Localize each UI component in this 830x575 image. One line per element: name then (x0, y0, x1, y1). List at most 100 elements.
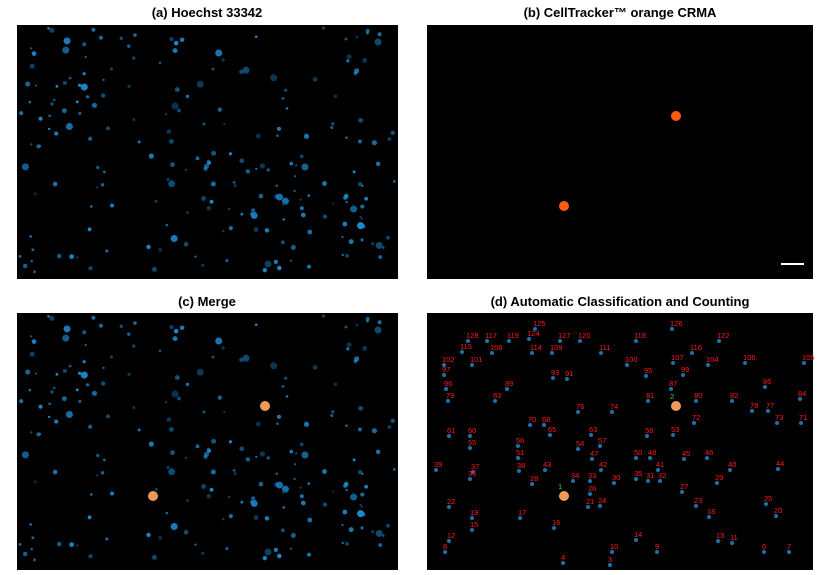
nucleus (206, 447, 211, 452)
cell-label: 23 (694, 496, 702, 505)
nucleus (186, 499, 189, 502)
nucleus (442, 363, 446, 367)
cell-label: 71 (799, 413, 807, 422)
cell-label: 119 (507, 331, 519, 340)
nucleus (599, 351, 603, 355)
nucleus (364, 196, 369, 201)
nucleus (48, 415, 51, 419)
nucleus (357, 510, 365, 518)
nucleus (239, 357, 244, 363)
nucleus (802, 361, 806, 365)
nucleus (33, 558, 36, 562)
nucleus (341, 523, 344, 527)
cell-label: 70 (528, 415, 536, 424)
nucleus (49, 27, 55, 33)
nucleus (518, 516, 522, 520)
cell-label: 29 (715, 473, 723, 482)
nucleus (390, 130, 395, 136)
nucleus (558, 339, 562, 343)
nucleus (91, 390, 98, 396)
nucleus (82, 72, 86, 76)
nucleus (281, 197, 289, 205)
nucleus (29, 431, 33, 434)
cell-label: 32 (658, 471, 666, 480)
nucleus (290, 532, 296, 538)
nucleus (366, 319, 369, 323)
cell-label: 76 (576, 402, 584, 411)
nucleus (30, 260, 33, 263)
nucleus (88, 424, 93, 429)
nucleus (170, 523, 178, 531)
nucleus (133, 33, 137, 37)
nucleus (371, 140, 378, 146)
image-merge (17, 313, 398, 570)
nucleus (471, 470, 475, 474)
nucleus (78, 83, 82, 87)
nucleus (300, 500, 306, 506)
nucleus (202, 410, 206, 414)
nucleus (88, 136, 93, 141)
nucleus (127, 372, 131, 377)
nucleus (361, 472, 364, 475)
nucleus (69, 254, 75, 260)
nucleus (588, 479, 592, 483)
nucleus (96, 165, 100, 170)
nucleus (80, 83, 88, 91)
nucleus (245, 169, 251, 174)
nucleus (217, 395, 222, 400)
nucleus (201, 196, 206, 201)
nucleus (48, 127, 51, 131)
cell-label: 13 (716, 531, 724, 540)
nucleus (330, 413, 334, 418)
nucleus (333, 94, 338, 98)
cell-label: 56 (516, 436, 524, 445)
cell-label: 18 (707, 507, 715, 516)
cell-label: 6 (762, 542, 766, 551)
nucleus (25, 81, 31, 87)
nucleus (34, 372, 37, 375)
nucleus (62, 368, 67, 374)
nucleus (195, 444, 200, 449)
cell-label: 3 (608, 555, 612, 564)
nucleus (273, 259, 279, 265)
nucleus (345, 253, 350, 258)
nucleus (151, 266, 157, 272)
cell-label: 127 (558, 331, 571, 340)
cell-label: 78 (750, 401, 758, 410)
nucleus (201, 263, 205, 267)
nucleus (374, 38, 382, 46)
nucleus (221, 58, 225, 62)
nucleus (106, 126, 110, 131)
nucleus (85, 383, 90, 387)
nucleus (516, 444, 520, 448)
nucleus (68, 76, 72, 80)
nucleus (82, 42, 87, 47)
nucleus (38, 116, 43, 121)
nucleus (22, 551, 28, 557)
nucleus (90, 205, 93, 208)
nucleus (387, 425, 392, 430)
tracked-cell (559, 491, 569, 501)
nucleus (258, 193, 264, 199)
cell-label: 27 (680, 482, 688, 491)
nucleus (284, 88, 288, 92)
cell-label: 53 (671, 425, 679, 434)
nucleus (764, 502, 768, 506)
cell-label: 65 (548, 425, 556, 434)
nucleus (176, 396, 181, 401)
nucleus (176, 108, 181, 113)
nucleus (378, 255, 383, 259)
cell-label: 108 (490, 343, 503, 352)
cell-label: 82 (730, 391, 738, 400)
cell-label: 10 (610, 542, 618, 551)
nucleus (377, 320, 382, 325)
nucleus (158, 535, 163, 540)
nucleus (332, 490, 335, 493)
cell-label: 9 (655, 542, 659, 551)
nucleus (460, 350, 464, 354)
cell-label: 116 (690, 343, 702, 352)
nucleus (447, 505, 451, 509)
nucleus (78, 111, 82, 115)
